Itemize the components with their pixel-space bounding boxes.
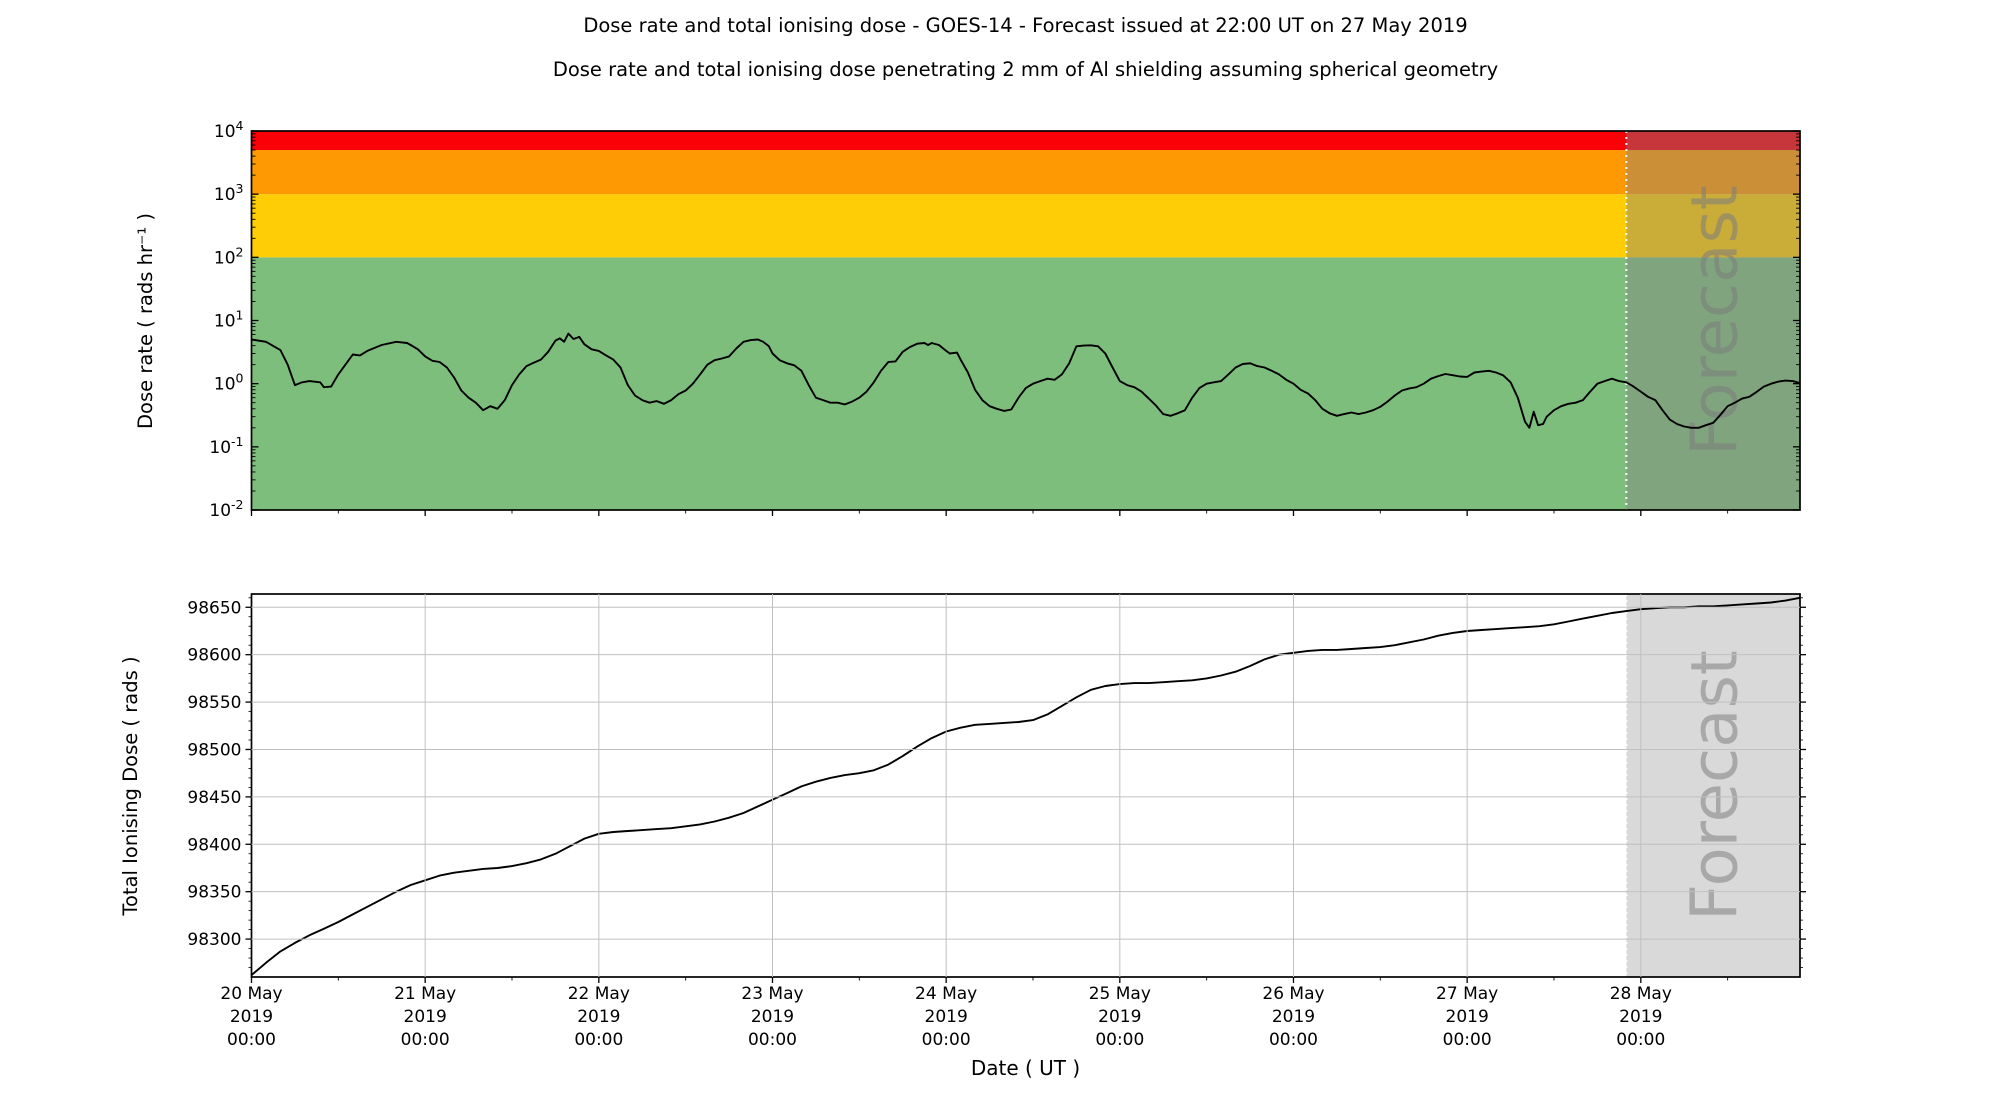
- alert-band-yellow-alert: [251, 194, 1800, 258]
- date-tick-label: 2019: [230, 1007, 273, 1027]
- date-tick-label: 00:00: [401, 1030, 450, 1050]
- tid-y-tick-label: 98400: [187, 835, 241, 855]
- date-tick-label: 25 May: [1089, 984, 1151, 1004]
- date-tick-label: 26 May: [1262, 984, 1324, 1004]
- dose-rate-panel: Forecast: [250, 130, 1801, 511]
- alert-band-green-nominal: [251, 257, 1800, 510]
- date-tick-label: 00:00: [1443, 1030, 1492, 1050]
- dose-rate-x-ticks: [250, 510, 1729, 516]
- dose-rate-y-tick-label: 100: [214, 371, 244, 395]
- date-tick-label: 2019: [925, 1007, 968, 1027]
- date-tick-label: 2019: [404, 1007, 447, 1027]
- date-tick-label: 2019: [1098, 1007, 1141, 1027]
- tid-y-tick-label: 98650: [187, 598, 241, 618]
- forecast-watermark-top: Forecast: [1679, 185, 1753, 456]
- date-tick-label: 24 May: [915, 984, 977, 1004]
- dose-rate-y-tick-label: 103: [214, 181, 244, 205]
- chart-title: Dose rate and total ionising dose - GOES…: [583, 14, 1468, 37]
- tid-panel: Forecast: [250, 593, 1801, 978]
- forecast-overlay-bottom: [1626, 594, 1800, 977]
- date-tick-label: 20 May: [220, 984, 282, 1004]
- date-tick-label: 2019: [577, 1007, 620, 1027]
- date-tick-label: 2019: [1446, 1007, 1489, 1027]
- tid-y-ticks: 98300 98350 98400 98450 98500 98550 98600 98650: [187, 597, 1806, 968]
- alert-band-orange-alert: [251, 150, 1800, 195]
- tid-curve: [250, 596, 1801, 976]
- date-tick-label: 23 May: [741, 984, 803, 1004]
- date-tick-label: 00:00: [227, 1030, 276, 1050]
- dose-rate-y-tick-label: 10-1: [209, 434, 243, 458]
- date-tick-label: 00:00: [748, 1030, 797, 1050]
- date-tick-label: 21 May: [394, 984, 456, 1004]
- dose-rate-y-ticks: 104 103 102 101 100 10-1 10-2: [209, 118, 1800, 521]
- date-tick-label: 00:00: [1095, 1030, 1144, 1050]
- date-tick-label: 00:00: [574, 1030, 623, 1050]
- date-tick-label: 00:00: [922, 1030, 971, 1050]
- date-tick-label: 22 May: [568, 984, 630, 1004]
- tid-y-tick-label: 98300: [187, 930, 241, 950]
- forecast-overlay-top: [1626, 131, 1800, 510]
- date-tick-label: 00:00: [1269, 1030, 1318, 1050]
- tid-y-tick-label: 98500: [187, 740, 241, 760]
- date-tick-label: 27 May: [1436, 984, 1498, 1004]
- tid-axes-frame: [250, 593, 1801, 978]
- dose-rate-y-tick-label: 101: [214, 308, 244, 332]
- date-tick-label: 2019: [1619, 1007, 1662, 1027]
- chart-subtitle: Dose rate and total ionising dose penetr…: [552, 58, 1499, 81]
- alert-band-red-alert: [251, 131, 1800, 151]
- tid-y-tick-label: 98550: [187, 693, 241, 713]
- date-tick-label: 00:00: [1616, 1030, 1665, 1050]
- date-tick-label: 2019: [1272, 1007, 1315, 1027]
- dose-rate-curve: [251, 332, 1801, 429]
- tid-y-tick-label: 98600: [187, 646, 241, 666]
- x-axis-label: Date ( UT ): [970, 1056, 1081, 1080]
- dose-rate-y-tick-label: 102: [214, 244, 244, 268]
- date-tick-label: 2019: [751, 1007, 794, 1027]
- dose-rate-y-tick-label: 10-2: [209, 497, 243, 521]
- tid-y-tick-label: 98450: [187, 788, 241, 808]
- date-tick-label: 28 May: [1610, 984, 1672, 1004]
- date-x-ticks: 20 May 2019 00:00 21 May 2019 00:00 22 May 2019…: [220, 977, 1729, 1050]
- tid-gridlines: [251, 594, 1800, 977]
- tid-y-tick-label: 98350: [187, 883, 241, 903]
- forecast-watermark-bottom: Forecast: [1679, 650, 1753, 921]
- dose-rate-y-tick-label: 104: [214, 118, 244, 142]
